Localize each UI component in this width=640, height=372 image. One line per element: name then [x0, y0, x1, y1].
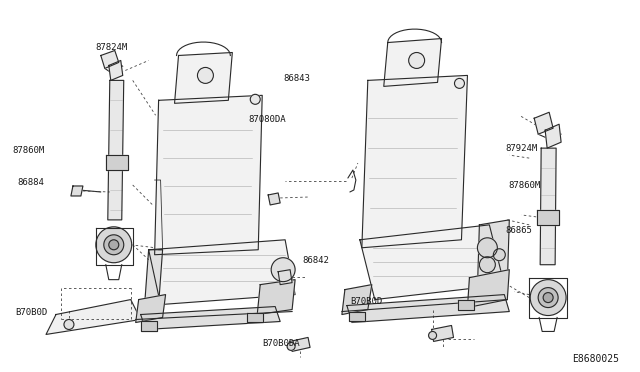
Polygon shape	[431, 326, 454, 341]
Circle shape	[109, 240, 119, 250]
Circle shape	[64, 320, 74, 330]
Text: B70B0D: B70B0D	[15, 308, 47, 317]
Polygon shape	[540, 148, 556, 265]
Circle shape	[538, 288, 558, 308]
Text: 86884: 86884	[17, 178, 44, 187]
Polygon shape	[360, 225, 504, 299]
Polygon shape	[155, 95, 262, 255]
Circle shape	[287, 342, 295, 350]
Polygon shape	[148, 240, 295, 305]
Circle shape	[104, 235, 124, 255]
Polygon shape	[534, 112, 553, 134]
Text: 86865: 86865	[505, 226, 532, 235]
Text: 87860M: 87860M	[508, 182, 540, 190]
Circle shape	[271, 258, 295, 282]
Polygon shape	[458, 299, 474, 310]
Polygon shape	[290, 337, 310, 352]
Polygon shape	[141, 321, 157, 331]
Polygon shape	[477, 220, 509, 290]
Circle shape	[493, 249, 506, 261]
Circle shape	[409, 52, 424, 68]
Circle shape	[454, 78, 465, 89]
Circle shape	[198, 67, 213, 83]
Text: B70B0D: B70B0D	[351, 297, 383, 306]
Polygon shape	[175, 52, 232, 103]
Polygon shape	[101, 51, 119, 68]
Text: E8680025: E8680025	[572, 355, 619, 364]
Text: 87924M: 87924M	[505, 144, 537, 153]
Polygon shape	[257, 280, 295, 314]
Circle shape	[429, 331, 436, 339]
Text: 87824M: 87824M	[95, 42, 128, 51]
Polygon shape	[545, 124, 561, 148]
Circle shape	[479, 257, 495, 273]
Circle shape	[543, 293, 553, 302]
Circle shape	[477, 238, 497, 258]
Polygon shape	[537, 210, 559, 225]
Polygon shape	[109, 61, 123, 80]
Text: 86842: 86842	[302, 256, 329, 264]
Circle shape	[96, 227, 132, 263]
Circle shape	[250, 94, 260, 104]
Polygon shape	[145, 250, 163, 305]
Polygon shape	[384, 39, 442, 86]
Text: 87080DA: 87080DA	[248, 115, 286, 124]
Polygon shape	[362, 76, 467, 248]
Polygon shape	[247, 312, 263, 323]
Polygon shape	[108, 80, 124, 220]
Circle shape	[530, 280, 566, 315]
Polygon shape	[467, 270, 509, 308]
Polygon shape	[71, 186, 83, 196]
Polygon shape	[106, 155, 128, 170]
Text: B70B0DA: B70B0DA	[262, 339, 300, 348]
Polygon shape	[268, 193, 280, 205]
Polygon shape	[347, 295, 509, 323]
Polygon shape	[136, 295, 166, 323]
Polygon shape	[349, 311, 365, 321]
Polygon shape	[278, 270, 292, 285]
Text: 86843: 86843	[283, 74, 310, 83]
Polygon shape	[46, 299, 141, 334]
Polygon shape	[342, 285, 372, 314]
Polygon shape	[141, 307, 280, 330]
Text: 87860M: 87860M	[13, 146, 45, 155]
